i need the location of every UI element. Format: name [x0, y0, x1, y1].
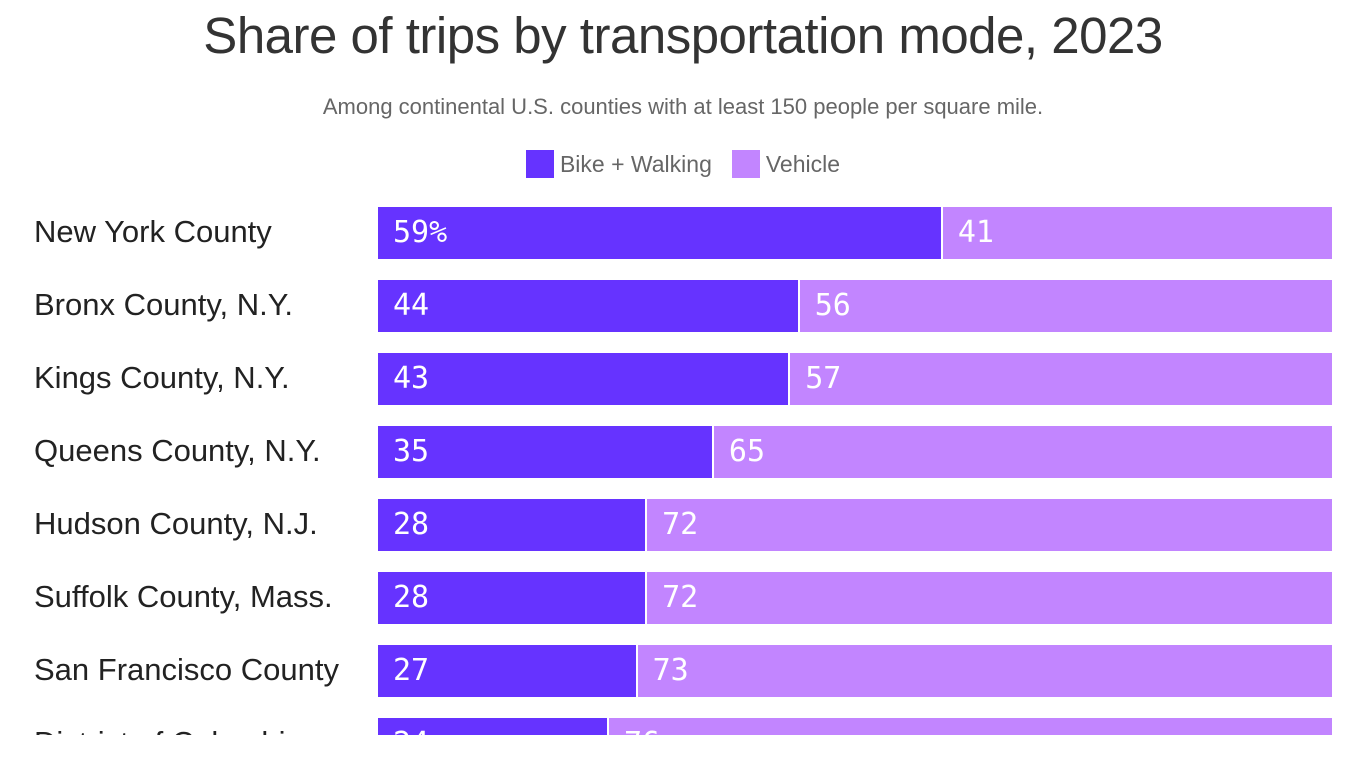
- data-label-bike-walking: 44: [393, 288, 430, 323]
- bar-vehicle: [790, 353, 1332, 405]
- data-label-bike-walking: 24: [393, 729, 429, 736]
- data-label-vehicle: 41: [957, 215, 994, 250]
- category-label: Suffolk County, Mass.: [34, 579, 333, 614]
- legend-item-bike-walking: Bike + Walking: [525, 150, 712, 178]
- data-label-vehicle: 56: [814, 288, 851, 323]
- bar-vehicle: [647, 499, 1332, 551]
- data-label-bike-walking: 35: [393, 434, 430, 469]
- category-label: District of Columbia: [34, 727, 303, 735]
- bar-vehicle: [713, 426, 1332, 478]
- bar-bike-walking: [378, 645, 636, 697]
- data-label-bike-walking: 59%: [393, 215, 448, 250]
- chart-title: Share of trips by transportation mode, 2…: [203, 7, 1163, 64]
- plot-area: New York County 59% 41 Bronx County, N.Y. 44…: [0, 200, 1366, 735]
- bar-vehicle: [799, 280, 1332, 332]
- legend-item-vehicle: Vehicle: [731, 150, 841, 178]
- data-label-vehicle: 73: [652, 653, 689, 688]
- data-label-bike-walking: 27: [393, 653, 430, 688]
- category-label: New York County: [34, 214, 272, 249]
- bar-bike-walking: [378, 353, 789, 405]
- data-label-bike-walking: 43: [393, 361, 430, 396]
- category-label: Bronx County, N.Y.: [34, 287, 294, 322]
- chart-subtitle: Among continental U.S. counties with at …: [322, 94, 1044, 119]
- data-label-vehicle: 65: [728, 434, 766, 469]
- bar-bike-walking: [378, 426, 712, 478]
- bar-vehicle: [647, 572, 1332, 624]
- legend-swatch-bike-walking: [525, 150, 554, 178]
- category-label: Hudson County, N.J.: [34, 506, 318, 541]
- bar-vehicle: [608, 718, 1332, 735]
- bar-bike-walking: [378, 572, 646, 624]
- data-label-vehicle: 72: [662, 580, 699, 615]
- bar-vehicle: [637, 645, 1332, 697]
- data-label-bike-walking: 28: [393, 580, 430, 615]
- category-label: Kings County, N.Y.: [34, 360, 290, 395]
- category-label: Queens County, N.Y.: [34, 433, 321, 468]
- category-label: San Francisco County: [34, 652, 339, 687]
- legend-swatch-vehicle: [731, 150, 760, 178]
- bar-bike-walking: [378, 499, 646, 551]
- data-label-vehicle: 57: [805, 361, 842, 396]
- bar-vehicle: [942, 207, 1332, 259]
- bar-bike-walking: [378, 718, 607, 735]
- legend-label-vehicle: Vehicle: [765, 150, 841, 177]
- bar-bike-walking: [378, 207, 941, 259]
- bar-bike-walking: [378, 280, 798, 332]
- legend: Bike + Walking Vehicle: [0, 150, 1366, 178]
- legend-label-bike-walking: Bike + Walking: [559, 150, 712, 177]
- data-label-vehicle: 72: [662, 507, 699, 542]
- data-label-vehicle: 76: [624, 729, 660, 736]
- data-label-bike-walking: 28: [393, 507, 430, 542]
